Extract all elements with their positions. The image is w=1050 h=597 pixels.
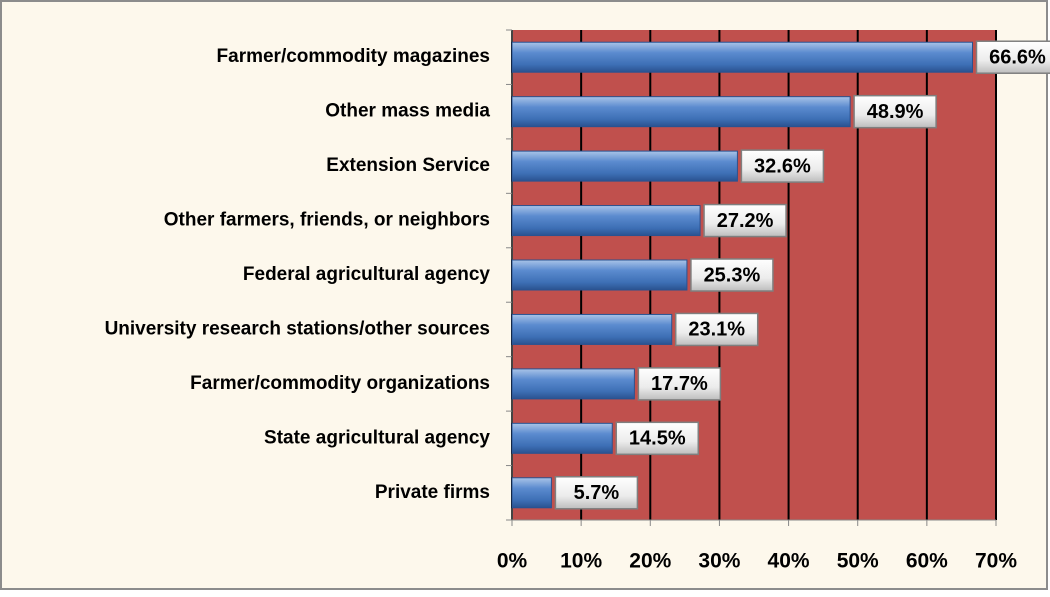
data-label: 32.6%: [754, 155, 811, 177]
data-label-box: [615, 421, 700, 456]
y-tick-label: Other mass media: [325, 101, 490, 122]
x-tick-label: 60%: [906, 550, 948, 573]
data-label: 27.2%: [717, 210, 774, 232]
data-label: 25.3%: [704, 264, 761, 286]
x-tick-label: 50%: [837, 550, 879, 573]
data-label-box: [554, 476, 639, 510]
y-tick-label: Farmer/commodity organizations: [190, 373, 490, 394]
bar: [511, 477, 552, 509]
bar: [511, 205, 701, 237]
y-tick-label: University research stations/other sourc…: [105, 318, 490, 339]
y-tick-label: Extension Service: [326, 155, 490, 176]
y-tick-label: State agricultural agency: [264, 427, 490, 448]
data-label: 66.6%: [989, 47, 1046, 69]
y-tick-label: Private firms: [375, 482, 490, 503]
x-tick-label: 70%: [975, 550, 1017, 573]
x-tick-label: 30%: [698, 550, 740, 573]
x-tick-label: 0%: [497, 550, 528, 573]
data-label: 48.9%: [867, 101, 924, 123]
bar: [511, 368, 635, 400]
bar: [511, 313, 673, 345]
data-label: 5.7%: [574, 482, 620, 504]
y-tick-label: Federal agricultural agency: [243, 264, 491, 285]
x-tick-label: 10%: [560, 550, 602, 573]
data-label: 23.1%: [688, 319, 745, 341]
bar: [511, 96, 851, 128]
data-label-box: [975, 40, 1050, 74]
bar: [511, 259, 688, 291]
x-tick-label: 20%: [629, 550, 671, 573]
bar: [511, 150, 738, 182]
data-label: 17.7%: [651, 373, 708, 395]
data-label-box: [637, 367, 722, 401]
bar: [511, 41, 973, 73]
bar: [511, 422, 613, 454]
data-label-box: [690, 258, 774, 292]
data-label-box: [740, 149, 825, 183]
y-tick-label: Farmer/commodity magazines: [217, 46, 490, 67]
data-label-box: [674, 312, 759, 347]
data-label-box: [703, 203, 787, 238]
data-label-box: [853, 94, 937, 129]
data-label: 14.5%: [629, 428, 686, 450]
y-tick-label: Other farmers, friends, or neighbors: [164, 210, 490, 231]
x-tick-label: 40%: [768, 550, 810, 573]
